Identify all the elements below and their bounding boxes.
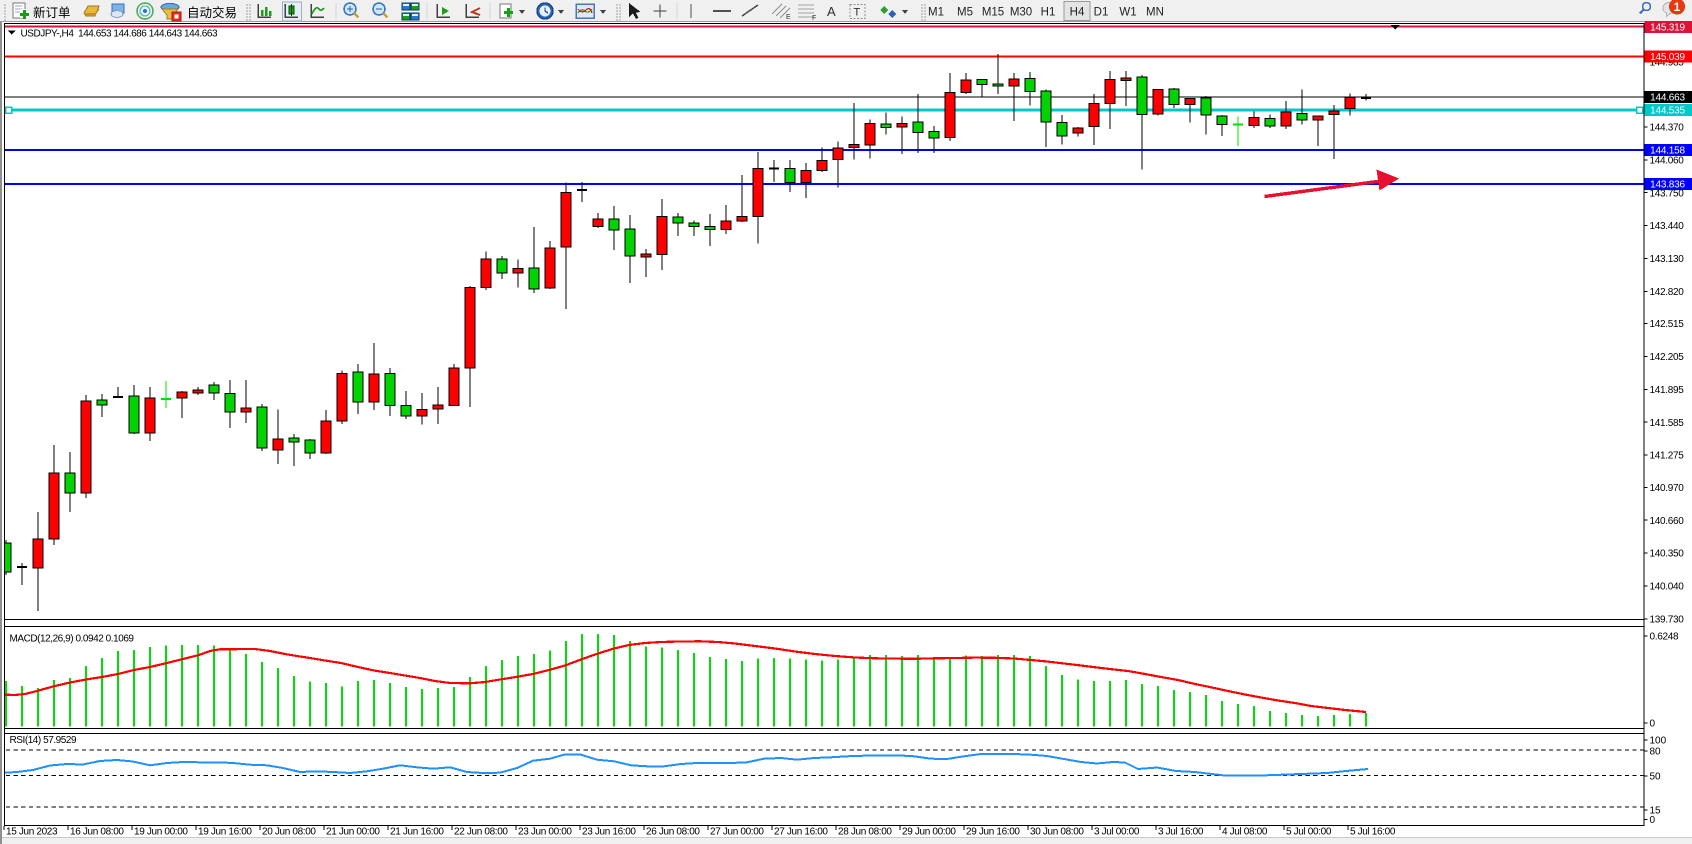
svg-text:140.350: 140.350 [1650, 549, 1685, 560]
svg-text:29 Jun 16:00: 29 Jun 16:00 [966, 827, 1020, 838]
svg-text:1: 1 [1674, 0, 1681, 14]
svg-text:15: 15 [1650, 806, 1662, 817]
svg-text:E: E [786, 14, 791, 21]
svg-text:145.039: 145.039 [1650, 52, 1685, 63]
svg-text:139.730: 139.730 [1650, 614, 1685, 625]
svg-text:27 Jun 16:00: 27 Jun 16:00 [774, 827, 828, 838]
svg-text:W1: W1 [1119, 7, 1136, 19]
svg-text:21 Jun 00:00: 21 Jun 00:00 [326, 827, 380, 838]
svg-text:30 Jun 08:00: 30 Jun 08:00 [1030, 827, 1084, 838]
svg-text:19 Jun 16:00: 19 Jun 16:00 [198, 827, 252, 838]
svg-text:自动交易: 自动交易 [187, 5, 237, 20]
svg-text:50: 50 [1650, 772, 1662, 783]
svg-text:80: 80 [1650, 747, 1662, 758]
svg-text:H4: H4 [1070, 7, 1085, 19]
svg-text:140.660: 140.660 [1650, 516, 1685, 527]
svg-text:142.515: 142.515 [1650, 319, 1685, 330]
svg-text:27 Jun 00:00: 27 Jun 00:00 [710, 827, 764, 838]
svg-text:15 Jun 2023: 15 Jun 2023 [6, 827, 58, 838]
svg-text:144.663: 144.663 [1650, 93, 1685, 104]
svg-text:23 Jun 00:00: 23 Jun 00:00 [518, 827, 572, 838]
svg-text:D1: D1 [1094, 7, 1109, 19]
svg-text:144.985: 144.985 [1650, 57, 1685, 68]
svg-text:4 Jul 08:00: 4 Jul 08:00 [1222, 827, 1268, 838]
svg-text:RSI(14) 57.9529: RSI(14) 57.9529 [10, 735, 78, 746]
svg-text:M5: M5 [957, 7, 973, 19]
svg-text:USDJPY-,H4 144.653 144.686 14: USDJPY-,H4 144.653 144.686 144.643 144.6… [21, 29, 218, 40]
svg-text:143.130: 143.130 [1650, 254, 1685, 265]
svg-text:142.820: 142.820 [1650, 287, 1685, 298]
svg-text:100: 100 [1650, 736, 1667, 747]
svg-text:M15: M15 [982, 7, 1004, 19]
svg-text:144.535: 144.535 [1650, 106, 1685, 117]
svg-text:22 Jun 08:00: 22 Jun 08:00 [454, 827, 508, 838]
svg-text:A: A [827, 4, 836, 19]
svg-text:19 Jun 00:00: 19 Jun 00:00 [134, 827, 188, 838]
svg-text:MACD(12,26,9) 0.0942 0.1069: MACD(12,26,9) 0.0942 0.1069 [10, 634, 135, 645]
svg-text:144.060: 144.060 [1650, 156, 1685, 167]
svg-text:21 Jun 16:00: 21 Jun 16:00 [390, 827, 444, 838]
svg-text:M30: M30 [1010, 7, 1032, 19]
svg-text:143.750: 143.750 [1650, 188, 1685, 199]
svg-text:F: F [812, 15, 816, 22]
svg-text:T: T [854, 7, 861, 19]
svg-text:新订单: 新订单 [33, 5, 71, 20]
svg-text:0: 0 [1650, 719, 1656, 730]
svg-text:5 Jul 16:00: 5 Jul 16:00 [1350, 827, 1396, 838]
svg-text:142.205: 142.205 [1650, 352, 1685, 363]
svg-text:MN: MN [1146, 7, 1164, 19]
svg-text:29 Jun 00:00: 29 Jun 00:00 [902, 827, 956, 838]
svg-text:0.6248: 0.6248 [1650, 632, 1680, 643]
svg-text:144.158: 144.158 [1650, 146, 1685, 157]
svg-text:20 Jun 08:00: 20 Jun 08:00 [262, 827, 316, 838]
svg-text:H1: H1 [1041, 7, 1056, 19]
svg-text:26 Jun 08:00: 26 Jun 08:00 [646, 827, 700, 838]
svg-text:16 Jun 08:00: 16 Jun 08:00 [70, 827, 124, 838]
svg-text:145.319: 145.319 [1650, 22, 1685, 33]
svg-text:141.275: 141.275 [1650, 451, 1685, 462]
svg-text:5 Jul 00:00: 5 Jul 00:00 [1286, 827, 1332, 838]
svg-text:0: 0 [1650, 815, 1656, 826]
svg-text:M1: M1 [928, 7, 944, 19]
svg-text:143.836: 143.836 [1650, 180, 1685, 191]
svg-text:23 Jun 16:00: 23 Jun 16:00 [582, 827, 636, 838]
svg-text:144.370: 144.370 [1650, 123, 1685, 134]
svg-text:143.440: 143.440 [1650, 221, 1685, 232]
svg-text:141.585: 141.585 [1650, 418, 1685, 429]
svg-text:141.895: 141.895 [1650, 385, 1685, 396]
svg-text:140.970: 140.970 [1650, 483, 1685, 494]
svg-text:3 Jul 00:00: 3 Jul 00:00 [1094, 827, 1140, 838]
svg-text:140.040: 140.040 [1650, 582, 1685, 593]
svg-text:3 Jul 16:00: 3 Jul 16:00 [1158, 827, 1204, 838]
svg-text:28 Jun 08:00: 28 Jun 08:00 [838, 827, 892, 838]
